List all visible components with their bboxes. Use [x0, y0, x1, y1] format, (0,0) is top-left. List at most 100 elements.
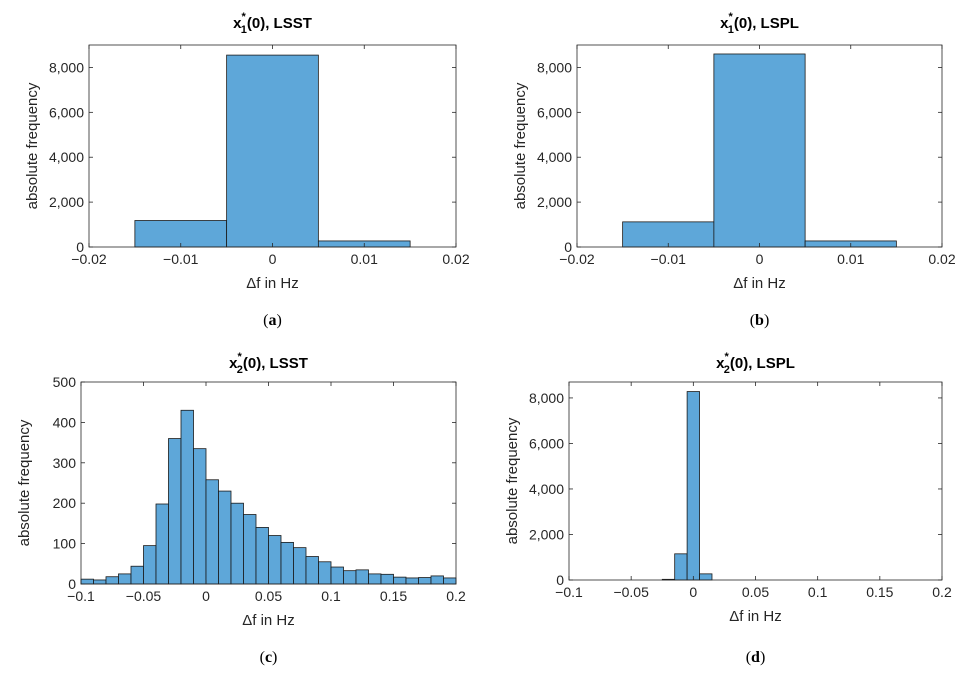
title-rest: (0), LSST	[247, 15, 312, 32]
caption-letter: a	[269, 312, 277, 329]
x-tick-label: 0.05	[255, 588, 282, 604]
histogram-bar	[143, 545, 157, 585]
caption-open: (	[260, 649, 265, 666]
x-tick-label: 0.15	[380, 588, 407, 604]
title-base: x	[720, 15, 729, 32]
histogram-bar	[105, 576, 119, 585]
histogram-bar	[80, 578, 94, 585]
histogram-bar	[180, 409, 194, 585]
title-superscript: *	[237, 351, 242, 363]
y-tick-label: 6,000	[529, 435, 564, 451]
histogram-bar	[130, 565, 144, 585]
y-tick-label: 8,000	[537, 59, 572, 75]
x-tick-label: 0.05	[742, 584, 769, 600]
histogram-bar	[418, 577, 432, 585]
x-tick-label: −0.02	[71, 251, 107, 267]
histogram-bar	[368, 573, 382, 585]
histogram-bar	[168, 438, 182, 585]
y-tick-label: 2,000	[537, 194, 572, 210]
x-tick-label: 0	[689, 584, 697, 600]
chart-panel-d: −0.1 −0.05 0 0.05 0.1 0.15 0.2 0 2,000 4,000 6,000…	[504, 351, 952, 666]
y-tick-label: 6,000	[537, 104, 572, 120]
subfigure-caption: (a)	[263, 312, 282, 329]
x-tick-label: 0.1	[321, 588, 341, 604]
caption-close: )	[272, 649, 277, 666]
histogram-bar	[380, 573, 394, 585]
y-axis-label: absolute frequency	[16, 419, 33, 546]
title-rest: (0), LSPL	[730, 355, 795, 372]
x-tick-label: −0.1	[67, 588, 95, 604]
histogram-bar	[674, 553, 688, 581]
x-tick-label: 0.2	[932, 584, 952, 600]
x-tick-label: 0.1	[808, 584, 828, 600]
title-base: x	[233, 15, 242, 32]
histogram-bar	[355, 569, 369, 585]
histogram-bar	[293, 547, 307, 585]
histogram-bar	[280, 541, 294, 585]
y-tick-label: 0	[556, 572, 564, 588]
x-tick-label: 0.02	[928, 251, 955, 267]
y-tick-label: 300	[53, 455, 77, 471]
title-subscript: 2	[237, 364, 243, 376]
histogram-bar	[305, 556, 319, 585]
title-subscript: 2	[724, 364, 730, 376]
axes-box	[568, 381, 943, 581]
y-tick-label: 100	[53, 536, 77, 552]
histogram-bar	[430, 575, 444, 585]
subfigure-caption: (b)	[750, 312, 770, 329]
caption-open: (	[746, 649, 751, 666]
histogram-bar	[405, 577, 419, 585]
caption-letter: c	[265, 649, 272, 666]
title-base: x	[229, 355, 238, 372]
caption-close: )	[277, 312, 282, 329]
caption-close: )	[764, 312, 769, 329]
y-tick-label: 6,000	[49, 104, 84, 120]
y-tick-label: 4,000	[537, 149, 572, 165]
x-tick-label: −0.05	[126, 588, 162, 604]
histogram-bar	[330, 566, 344, 585]
title-subscript: 1	[728, 24, 734, 36]
title-superscript: *	[724, 351, 729, 363]
caption-letter: d	[751, 649, 760, 666]
histogram-bar	[134, 220, 228, 248]
y-tick-label: 4,000	[529, 481, 564, 497]
histogram-bar	[255, 527, 269, 585]
y-tick-label: 8,000	[49, 59, 84, 75]
x-tick-label: 0.2	[446, 588, 466, 604]
histogram-bar	[193, 448, 207, 585]
title-rest: (0), LSPL	[734, 15, 799, 32]
histogram-bar	[443, 577, 457, 585]
chart-panel-a: −0.02 −0.01 0 0.01 0.02 0 2,000 4,000 6,000 8,000…	[24, 11, 470, 329]
title-subscript: 1	[241, 24, 247, 36]
y-tick-label: 2,000	[49, 194, 84, 210]
histogram-bar	[93, 579, 107, 585]
x-tick-label: 0.02	[442, 251, 469, 267]
title-base: x	[716, 355, 725, 372]
histogram-bar	[205, 479, 219, 585]
y-tick-label: 0	[564, 239, 572, 255]
x-tick-label: 0	[269, 251, 277, 267]
chart-panel-b: −0.02 −0.01 0 0.01 0.02 0 2,000 4,000 6,000 8,000…	[512, 11, 956, 329]
caption-close: )	[760, 649, 765, 666]
histogram-bar	[343, 570, 357, 585]
histogram-bar	[268, 535, 282, 585]
x-tick-label: 0.01	[351, 251, 378, 267]
histogram-bar	[243, 514, 257, 585]
histogram-bar	[118, 573, 132, 585]
x-tick-label: 0	[202, 588, 210, 604]
histogram-bar	[699, 573, 713, 581]
histogram-bar	[155, 503, 169, 585]
title-superscript: *	[241, 11, 246, 23]
y-tick-label: 200	[53, 495, 77, 511]
x-tick-label: −0.01	[651, 251, 687, 267]
x-tick-label: −0.1	[555, 584, 583, 600]
y-tick-label: 2,000	[529, 526, 564, 542]
y-tick-label: 0	[68, 576, 76, 592]
x-tick-label: −0.05	[613, 584, 649, 600]
subfigure-caption: (d)	[746, 649, 766, 666]
chart-panel-c: −0.1 −0.05 0 0.05 0.1 0.15 0.2 0 100 200 300 400 500…	[16, 351, 466, 666]
histogram-bar	[218, 490, 232, 585]
x-axis-label: Δf in Hz	[733, 275, 786, 292]
subfigure-caption: (c)	[260, 649, 278, 666]
